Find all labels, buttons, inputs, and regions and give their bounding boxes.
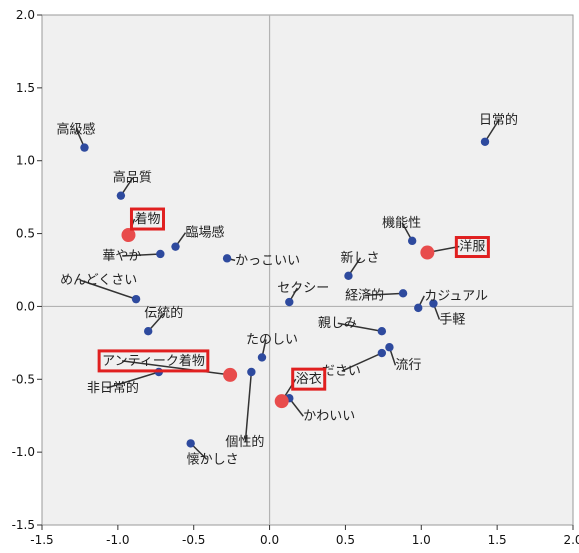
attribute-point — [116, 191, 126, 200]
attribute-point — [186, 439, 195, 448]
y-tick-label: 2.0 — [16, 8, 35, 22]
attribute-label: たのしい — [246, 332, 298, 347]
attribute-point — [377, 348, 387, 358]
y-tick-label: -1.5 — [12, 518, 35, 532]
attribute-point — [257, 353, 267, 362]
attribute-label: 臨場感 — [186, 225, 225, 241]
label-leader-line — [484, 119, 500, 143]
attribute-point — [156, 249, 165, 259]
y-tick-label: 0.0 — [16, 299, 35, 313]
plot-area — [41, 14, 574, 526]
attribute-point — [80, 143, 89, 152]
attribute-point — [429, 299, 438, 308]
category-point — [121, 228, 136, 243]
attribute-point — [407, 236, 417, 246]
attribute-label: 伝統的 — [144, 305, 183, 321]
attribute-label: めんどくさい — [60, 273, 137, 288]
attribute-point — [171, 242, 180, 251]
axes: -1.5 -1.0 -0.5 0.0 0.5 1.0 1.5 2.0 -1.5 -1.0 -0.5 0… — [12, 8, 579, 547]
x-tick-label: 2.0 — [563, 533, 579, 547]
category-label: 洋服 — [459, 240, 485, 255]
y-tick-label: 0.5 — [16, 227, 35, 241]
attribute-label: 個性的 — [225, 434, 264, 450]
attribute-label: セクシー — [277, 281, 329, 296]
x-tick-label: 0.0 — [260, 533, 279, 547]
highlight-box — [454, 236, 490, 259]
attribute-label: かっこいい — [235, 253, 300, 268]
label-leader-line — [79, 279, 137, 300]
attribute-point — [144, 327, 153, 336]
attribute-label: 親しみ — [318, 316, 357, 331]
attribute-label: 懐かしさ — [187, 451, 239, 467]
attribute-point — [398, 289, 408, 298]
label-leader-line — [122, 360, 231, 376]
x-tick-label: 1.0 — [412, 533, 431, 547]
attribute-label: 新しさ — [340, 250, 379, 266]
attribute-label: ださい — [322, 364, 361, 379]
attribute-point — [247, 367, 256, 377]
attribute-point — [480, 137, 490, 146]
attribute-label: かわいい — [303, 409, 355, 424]
attribute-label: 高品質 — [113, 170, 152, 186]
category-label: 着物 — [134, 211, 160, 227]
category-point — [223, 367, 238, 382]
attribute-label: 華やか — [102, 249, 141, 264]
attribute-label: 非日常的 — [87, 380, 139, 396]
attribute-point — [131, 294, 141, 304]
attribute-label: 高級感 — [56, 122, 95, 138]
attribute-label: 日常的 — [479, 112, 518, 128]
highlight-box — [129, 207, 165, 231]
label-leader-line — [341, 352, 383, 372]
attribute-label: 流行 — [395, 358, 421, 373]
attribute-point — [377, 327, 387, 336]
attribute-point — [385, 343, 394, 352]
attribute-label: カジュアル — [424, 289, 488, 304]
x-tick-label: -1.0 — [106, 533, 129, 547]
y-tick-label: 1.0 — [16, 154, 35, 168]
attribute-point — [285, 297, 294, 307]
x-tick-label: 0.5 — [336, 533, 355, 547]
highlight-box — [97, 349, 210, 373]
category-point — [274, 394, 289, 409]
category-label: 浴衣 — [296, 371, 322, 387]
data-points — [80, 137, 490, 448]
label-leader-line — [337, 322, 382, 332]
category-point — [420, 245, 435, 260]
category-label: アンティーク着物 — [102, 353, 205, 369]
label-leader-line — [122, 253, 161, 257]
x-tick-label: 1.5 — [488, 533, 507, 547]
y-tick-label: -1.0 — [12, 445, 35, 459]
label-leader-line — [244, 371, 253, 443]
x-tick-label: -0.5 — [182, 533, 205, 547]
attribute-point — [222, 254, 232, 263]
attribute-label: 手軽 — [439, 313, 465, 328]
x-tick-label: -1.5 — [30, 533, 53, 547]
y-tick-label: 1.5 — [16, 81, 35, 95]
attribute-label: 機能性 — [382, 216, 421, 231]
attribute-point — [344, 271, 353, 281]
attribute-label: 経済的 — [345, 287, 384, 303]
reference-lines — [42, 15, 573, 525]
attribute-point — [414, 303, 423, 313]
highlight-box — [291, 367, 327, 391]
label-leader-line — [106, 371, 160, 389]
label-leader-line — [365, 292, 404, 297]
y-tick-label: -0.5 — [12, 372, 35, 386]
